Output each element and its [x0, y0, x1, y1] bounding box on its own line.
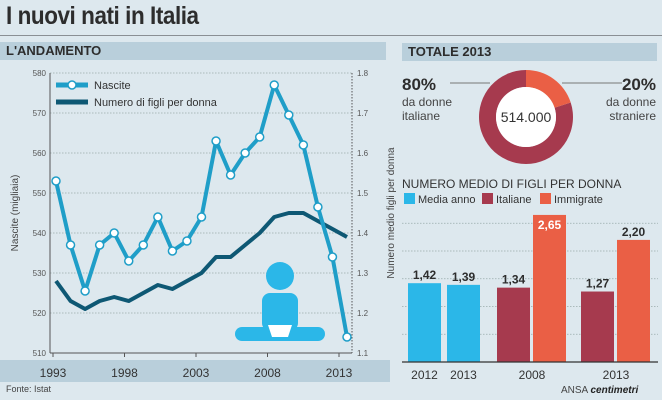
legend-label-fertility: Numero di figli per donna	[94, 97, 218, 109]
data-point-nascite	[153, 212, 163, 222]
y-tick-label: 580	[33, 69, 47, 78]
data-point-nascite	[327, 252, 338, 262]
bar-value-label: 1,27	[586, 277, 610, 291]
x-tick-label: 2013	[326, 366, 353, 380]
data-point-nascite	[124, 256, 134, 266]
page-title: I nuovi nati in Italia	[6, 2, 199, 30]
legend-label: Italiane	[496, 194, 531, 206]
series-line-fertility	[54, 211, 348, 311]
y2-tick-label: 1.3	[357, 269, 369, 278]
x-axis-band	[0, 360, 390, 382]
data-point-nascite	[254, 132, 265, 142]
baby-body	[262, 293, 298, 331]
slice-pct-straniere: 20%	[622, 75, 656, 94]
y-axis-title: Nascite (migliaia)	[10, 175, 21, 252]
y2-tick-label: 1.4	[357, 229, 369, 238]
baby-icon	[235, 262, 325, 341]
donut-center-label: 514.000	[501, 109, 552, 125]
bar-chart: NUMERO MEDIO DI FIGLI PER DONNA Media ann…	[402, 177, 658, 382]
legend-label: Immigrate	[554, 194, 603, 206]
slice-label-straniere: da donne	[606, 95, 656, 109]
bar-immigrate	[617, 239, 650, 362]
y-tick-label: 530	[33, 269, 47, 278]
y2-axis-title: Numero medio figli per donna	[386, 147, 397, 279]
data-point-nascite	[94, 240, 105, 250]
slice-label-italiane: da donne	[402, 95, 452, 109]
legend-label: Media anno	[418, 194, 476, 206]
title-divider	[0, 35, 662, 36]
x-category-label: 2012	[411, 368, 438, 382]
bar-media-anno	[447, 284, 480, 362]
y2-tick-label: 1.5	[357, 189, 369, 198]
legend-swatch	[482, 193, 493, 204]
x-tick-label: 2008	[254, 366, 281, 380]
y2-tick-label: 1.1	[357, 349, 369, 358]
donut-hole	[496, 87, 556, 147]
baby-diaper	[268, 325, 292, 337]
y-tick-label: 550	[33, 189, 47, 198]
y-tick-label: 510	[33, 349, 47, 358]
bar-value-label: 1,39	[452, 270, 476, 284]
slice-pct-italiane: 80%	[402, 75, 436, 94]
source-note: Fonte: Istat	[6, 384, 52, 394]
y-tick-label: 560	[33, 149, 47, 158]
bar-value-label: 1,34	[502, 273, 526, 287]
bar-value-label: 2,20	[622, 225, 646, 239]
data-point-nascite	[196, 212, 207, 222]
y-tick-label: 540	[33, 229, 47, 238]
data-point-nascite	[313, 202, 323, 212]
brand-logo: ANSA centimetri	[561, 385, 639, 396]
x-tick-label: 1998	[111, 366, 138, 380]
y2-tick-label: 1.8	[357, 69, 369, 78]
slice-label-italiane: italiane	[402, 109, 440, 123]
data-point-nascite	[240, 148, 250, 158]
x-tick-label: 2003	[183, 366, 210, 380]
y2-tick-label: 1.6	[357, 149, 369, 158]
donut-slice	[479, 70, 573, 164]
legend-label-nascite: Nascite	[94, 80, 131, 92]
y-tick-label: 520	[33, 309, 47, 318]
y2-tick-label: 1.2	[357, 309, 369, 318]
y2-tick-label: 1.7	[357, 109, 369, 118]
bar-value-label: 2,65	[538, 218, 562, 232]
data-point-nascite	[167, 246, 178, 256]
slice-label-straniere: straniere	[609, 109, 656, 123]
legend-swatch	[540, 193, 551, 204]
data-point-nascite	[138, 240, 149, 250]
y-tick-label: 570	[33, 109, 47, 118]
bar-value-label: 1,42	[413, 268, 437, 282]
line-chart: 510 520 530 540 550 560 570 580 1.1 1.2 1.3 1.4 1.5 1…	[0, 69, 397, 382]
x-category-label: 2008	[519, 368, 546, 382]
legend-marker-nascite	[67, 80, 77, 90]
data-point-nascite	[211, 136, 221, 146]
bar-italiane	[497, 287, 530, 362]
donut-slice	[526, 70, 571, 108]
x-category-label: 2013	[603, 368, 630, 382]
section-header-totale: TOTALE 2013	[402, 43, 657, 61]
data-point-nascite	[182, 236, 192, 246]
bar-italiane	[581, 291, 614, 362]
bar-media-anno	[408, 283, 441, 362]
data-point-nascite	[342, 332, 352, 342]
bar-immigrate	[533, 214, 566, 362]
legend-swatch	[404, 193, 415, 204]
x-tick-label: 1993	[40, 366, 67, 380]
data-point-nascite	[225, 170, 236, 180]
bar-chart-title: NUMERO MEDIO DI FIGLI PER DONNA	[402, 177, 621, 191]
data-point-nascite	[51, 176, 61, 186]
section-header-andamento: L'ANDAMENTO	[0, 42, 386, 60]
data-point-nascite	[109, 228, 119, 238]
data-point-nascite	[284, 110, 294, 120]
data-point-nascite	[65, 240, 76, 250]
x-category-label: 2013	[450, 368, 477, 382]
data-point-nascite	[269, 80, 279, 90]
baby-head	[266, 262, 294, 290]
data-point-nascite	[80, 286, 90, 296]
data-point-nascite	[298, 140, 309, 150]
